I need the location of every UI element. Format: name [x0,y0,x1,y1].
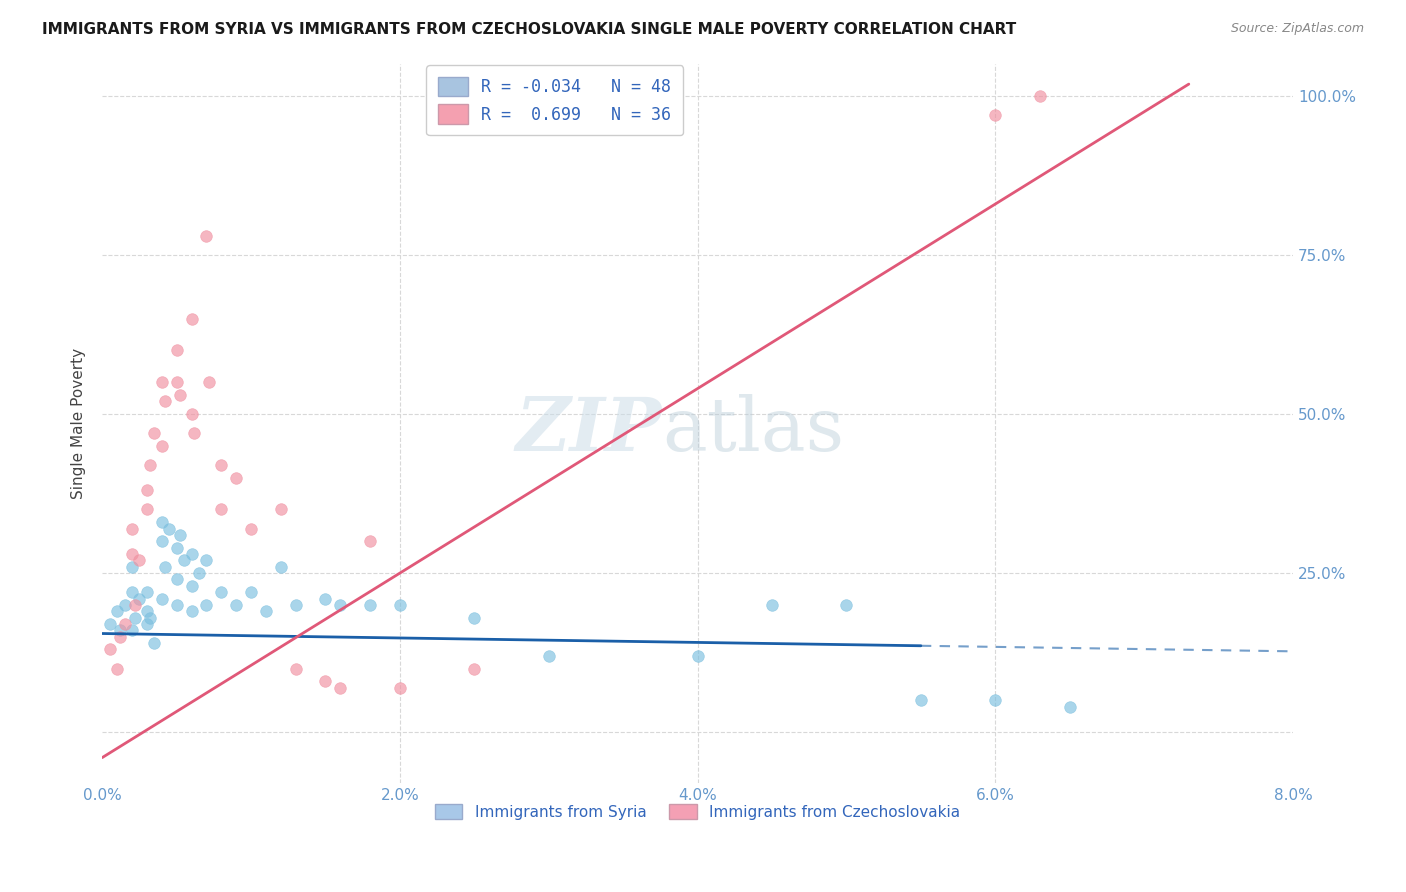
Point [329,598,352,612]
Point [135,604,157,618]
Point [166,573,188,587]
Point [169,528,191,542]
Point [195,553,218,567]
Point [195,598,218,612]
Point [173,553,195,567]
Point [180,311,202,326]
Point [150,534,173,549]
Point [463,661,485,675]
Point [150,515,173,529]
Point [98,617,121,632]
Point [254,604,277,618]
Text: IMMIGRANTS FROM SYRIA VS IMMIGRANTS FROM CZECHOSLOVAKIA SINGLE MALE POVERTY CORR: IMMIGRANTS FROM SYRIA VS IMMIGRANTS FROM… [42,22,1017,37]
Point [180,604,202,618]
Text: ZIP: ZIP [516,394,662,467]
Point [198,375,221,389]
Y-axis label: Single Male Poverty: Single Male Poverty [72,348,86,500]
Point [121,522,143,536]
Point [910,693,932,707]
Point [135,502,157,516]
Point [153,559,176,574]
Point [1059,699,1081,714]
Point [984,693,1007,707]
Point [180,407,202,421]
Point [209,458,232,472]
Point [121,624,143,638]
Point [157,522,180,536]
Text: atlas: atlas [662,394,844,467]
Point [143,636,166,650]
Text: Source: ZipAtlas.com: Source: ZipAtlas.com [1230,22,1364,36]
Point [270,502,292,516]
Point [314,674,336,689]
Point [180,547,202,561]
Point [166,375,188,389]
Point [188,566,211,580]
Point [284,661,307,675]
Point [166,598,188,612]
Point [128,591,150,606]
Point [143,426,166,441]
Legend: Immigrants from Syria, Immigrants from Czechoslovakia: Immigrants from Syria, Immigrants from C… [429,797,966,826]
Point [139,458,162,472]
Point [114,598,136,612]
Point [314,591,336,606]
Point [128,553,150,567]
Point [135,617,157,632]
Point [124,598,146,612]
Point [108,630,131,644]
Point [108,624,131,638]
Point [166,343,188,358]
Point [98,642,121,657]
Point [1029,88,1052,103]
Point [195,228,218,243]
Point [686,648,709,663]
Point [463,610,485,624]
Point [209,585,232,599]
Point [761,598,783,612]
Point [121,547,143,561]
Point [121,559,143,574]
Point [537,648,560,663]
Point [359,534,381,549]
Point [225,598,247,612]
Point [150,591,173,606]
Point [150,375,173,389]
Point [835,598,858,612]
Point [240,522,263,536]
Point [124,610,146,624]
Point [984,108,1007,122]
Point [180,579,202,593]
Point [329,681,352,695]
Point [105,661,128,675]
Point [284,598,307,612]
Point [105,604,128,618]
Point [240,585,263,599]
Point [209,502,232,516]
Point [270,559,292,574]
Point [388,681,411,695]
Point [153,394,176,409]
Point [225,470,247,484]
Point [388,598,411,612]
Point [114,617,136,632]
Point [183,426,205,441]
Point [166,541,188,555]
Point [135,483,157,498]
Point [150,439,173,453]
Point [359,598,381,612]
Point [135,585,157,599]
Point [121,585,143,599]
Point [169,388,191,402]
Point [139,610,162,624]
